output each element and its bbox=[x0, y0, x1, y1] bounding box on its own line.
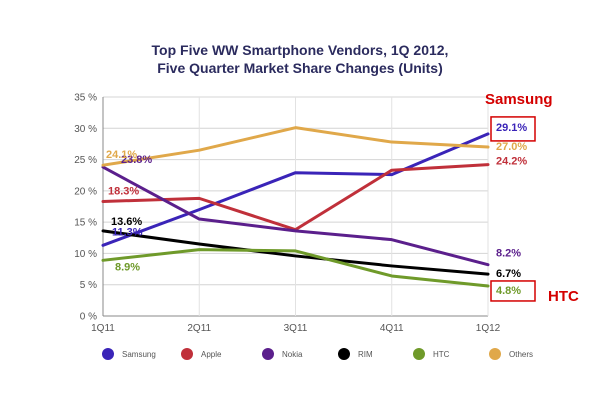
x-tick-label: 1Q11 bbox=[91, 323, 115, 334]
data-label-start-samsung: 11.3% bbox=[112, 226, 143, 238]
y-tick-label: 20 % bbox=[74, 186, 97, 197]
x-tick-label: 2Q11 bbox=[187, 323, 211, 334]
y-tick-label: 35 % bbox=[74, 93, 97, 104]
series-line-others bbox=[101, 126, 490, 167]
chart-title-line-1: Top Five WW Smartphone Vendors, 1Q 2012, bbox=[151, 42, 449, 58]
htc-callout: HTC bbox=[548, 288, 579, 305]
x-tick-label: 3Q11 bbox=[284, 323, 308, 334]
series-line-samsung bbox=[101, 132, 490, 247]
data-label-start-others: 24.1% bbox=[106, 149, 137, 161]
data-label-end-htc: 4.8% bbox=[496, 285, 521, 297]
data-label-start-nokia: 23.8% bbox=[121, 154, 152, 166]
y-tick-label: 5 % bbox=[80, 280, 97, 291]
legend-label-rim: RIM bbox=[358, 350, 373, 359]
data-label-end-samsung: 29.1% bbox=[496, 122, 527, 134]
legend-marker-apple bbox=[181, 348, 193, 360]
y-tick-label: 0 % bbox=[80, 312, 97, 323]
data-label-start-rim: 13.6% bbox=[111, 216, 142, 228]
y-tick-label: 25 % bbox=[74, 155, 97, 166]
data-label-end-nokia: 8.2% bbox=[496, 248, 521, 260]
x-tick-label: 1Q12 bbox=[476, 323, 501, 334]
data-label-start-apple: 18.3% bbox=[108, 185, 139, 197]
data-label-end-apple: 24.2% bbox=[496, 156, 527, 168]
series-line-nokia bbox=[101, 165, 490, 267]
data-label-start-htc: 8.9% bbox=[115, 261, 140, 273]
htc-highlight-box bbox=[490, 280, 536, 302]
legend-label-others: Others bbox=[509, 350, 533, 359]
legend-label-nokia: Nokia bbox=[282, 350, 303, 359]
legend-label-samsung: Samsung bbox=[122, 350, 156, 359]
samsung-highlight-box bbox=[490, 116, 536, 142]
series-line-htc bbox=[101, 248, 490, 288]
data-label-end-rim: 6.7% bbox=[496, 268, 521, 280]
data-label-end-others: 27.0% bbox=[496, 141, 527, 153]
legend-marker-samsung bbox=[102, 348, 114, 360]
legend-label-htc: HTC bbox=[433, 350, 450, 359]
y-tick-label: 15 % bbox=[74, 218, 97, 229]
legend-marker-htc bbox=[413, 348, 425, 360]
legend-marker-nokia bbox=[262, 348, 274, 360]
legend-label-apple: Apple bbox=[201, 350, 222, 359]
samsung-callout: Samsung bbox=[485, 91, 553, 108]
legend-marker-others bbox=[489, 348, 501, 360]
y-tick-label: 30 % bbox=[74, 124, 97, 135]
series-line-rim bbox=[101, 229, 490, 276]
x-tick-label: 4Q11 bbox=[380, 323, 404, 334]
y-tick-label: 10 % bbox=[74, 249, 97, 260]
legend-marker-rim bbox=[338, 348, 350, 360]
chart-title-line-2: Five Quarter Market Share Changes (Units… bbox=[157, 60, 443, 76]
